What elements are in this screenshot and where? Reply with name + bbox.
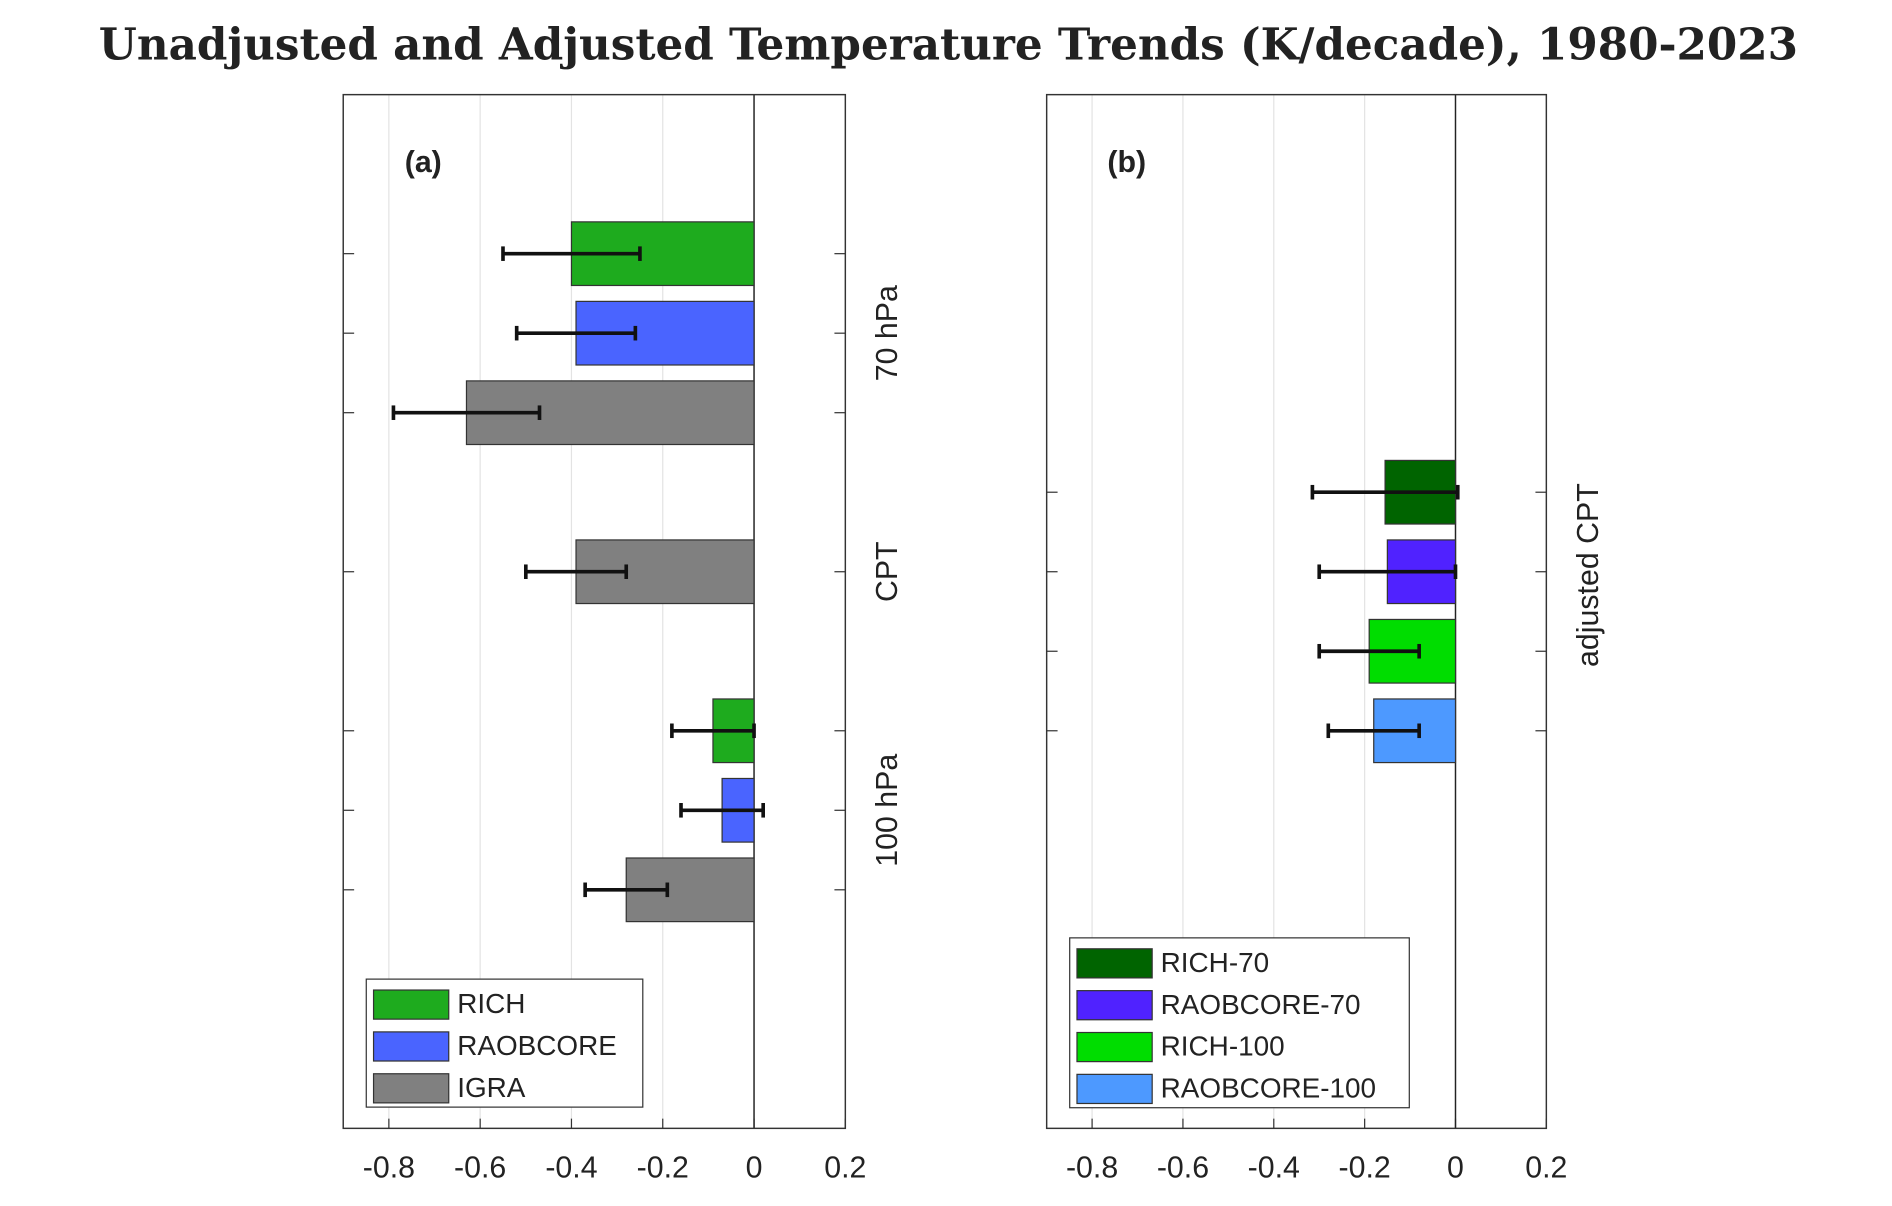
legend-swatch — [1076, 1031, 1153, 1063]
category-label: 100 hPa — [871, 754, 904, 867]
category-label: adjusted CPT — [1572, 483, 1605, 667]
legend-swatch — [372, 989, 450, 1020]
error-bar — [391, 405, 542, 420]
panel-label: (a) — [405, 146, 442, 179]
error-bar — [523, 564, 629, 580]
x-tick-label: -0.2 — [637, 1152, 689, 1185]
x-tick-label: -0.8 — [1066, 1152, 1118, 1185]
error-bar — [501, 246, 642, 261]
legend-swatch — [372, 1073, 450, 1104]
x-tick-label: -0.4 — [545, 1152, 597, 1185]
plot-frame — [1045, 93, 1548, 1130]
legend-swatch — [1076, 990, 1153, 1021]
legend-label: RAOBCORE-100 — [1161, 1073, 1376, 1104]
legend-label: RICH — [457, 988, 525, 1019]
error-bar — [1317, 564, 1458, 580]
legend-swatch — [1076, 1073, 1153, 1105]
legend-swatch — [1076, 948, 1153, 979]
error-bar — [679, 803, 765, 818]
error-bar — [1326, 723, 1421, 739]
legend-label: RAOBCORE — [457, 1030, 617, 1061]
legend-label: RICH-70 — [1161, 947, 1269, 978]
category-label: 70 hPa — [871, 285, 904, 381]
x-tick-label: -0.2 — [1339, 1152, 1391, 1185]
figure-title: Unadjusted and Adjusted Temperature Tren… — [99, 20, 1798, 71]
error-bar — [670, 723, 756, 739]
legend-label: RAOBCORE-70 — [1161, 989, 1361, 1020]
error-bar — [1317, 643, 1421, 659]
category-label: CPT — [871, 541, 904, 602]
legend-label: IGRA — [457, 1072, 526, 1103]
x-tick-label: 0.2 — [824, 1152, 866, 1185]
x-tick-label: -0.4 — [1248, 1152, 1300, 1185]
x-tick-label: -0.6 — [1157, 1152, 1209, 1185]
panel-label: (b) — [1107, 146, 1146, 179]
legend-swatch — [372, 1031, 450, 1062]
error-bar — [1310, 484, 1460, 500]
x-tick-label: 0 — [746, 1152, 763, 1185]
x-tick-label: -0.6 — [454, 1152, 506, 1185]
bar — [570, 221, 755, 287]
error-bar — [583, 882, 670, 898]
legend-label: RICH-100 — [1161, 1031, 1285, 1062]
plot-frame — [342, 93, 847, 1130]
error-bar — [514, 325, 638, 341]
x-tick-label: 0.2 — [1525, 1152, 1567, 1185]
x-tick-label: -0.8 — [363, 1152, 415, 1185]
x-tick-label: 0 — [1447, 1152, 1464, 1185]
